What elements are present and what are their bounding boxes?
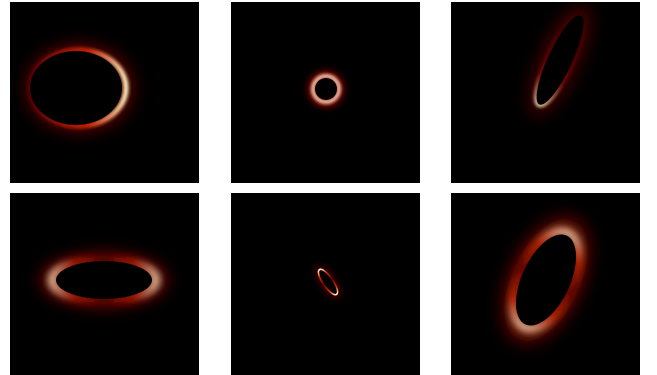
shadow bbox=[315, 78, 337, 100]
shadow bbox=[536, 15, 584, 105]
shadow bbox=[319, 270, 337, 294]
ring bbox=[534, 12, 586, 108]
panel bbox=[231, 2, 420, 183]
shadow bbox=[56, 261, 152, 299]
panel bbox=[451, 2, 640, 183]
ring bbox=[311, 74, 341, 104]
ring bbox=[510, 228, 582, 332]
panel bbox=[451, 193, 640, 375]
panel bbox=[10, 193, 199, 375]
ring bbox=[49, 256, 159, 304]
ring bbox=[317, 268, 339, 296]
shadow bbox=[30, 51, 122, 125]
shadow bbox=[515, 234, 577, 326]
panel bbox=[231, 193, 420, 375]
panel bbox=[10, 2, 199, 183]
